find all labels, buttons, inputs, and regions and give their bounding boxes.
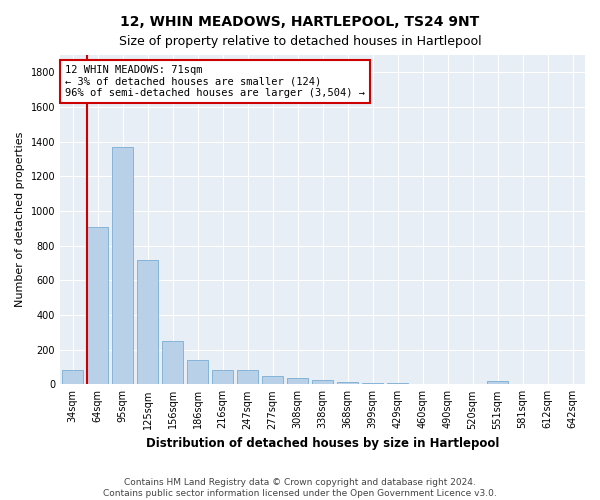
- Bar: [287, 378, 308, 384]
- Text: Contains HM Land Registry data © Crown copyright and database right 2024.
Contai: Contains HM Land Registry data © Crown c…: [103, 478, 497, 498]
- Bar: [212, 370, 233, 384]
- X-axis label: Distribution of detached houses by size in Hartlepool: Distribution of detached houses by size …: [146, 437, 499, 450]
- Bar: [162, 342, 183, 384]
- Bar: [262, 376, 283, 384]
- Bar: [337, 382, 358, 384]
- Bar: [137, 260, 158, 384]
- Bar: [62, 370, 83, 384]
- Bar: [237, 370, 258, 384]
- Bar: [487, 381, 508, 384]
- Y-axis label: Number of detached properties: Number of detached properties: [15, 132, 25, 308]
- Bar: [187, 360, 208, 384]
- Bar: [387, 382, 408, 384]
- Bar: [362, 382, 383, 384]
- Text: 12 WHIN MEADOWS: 71sqm
← 3% of detached houses are smaller (124)
96% of semi-det: 12 WHIN MEADOWS: 71sqm ← 3% of detached …: [65, 65, 365, 98]
- Bar: [312, 380, 333, 384]
- Text: 12, WHIN MEADOWS, HARTLEPOOL, TS24 9NT: 12, WHIN MEADOWS, HARTLEPOOL, TS24 9NT: [121, 15, 479, 29]
- Text: Size of property relative to detached houses in Hartlepool: Size of property relative to detached ho…: [119, 35, 481, 48]
- Bar: [112, 147, 133, 384]
- Bar: [87, 226, 108, 384]
